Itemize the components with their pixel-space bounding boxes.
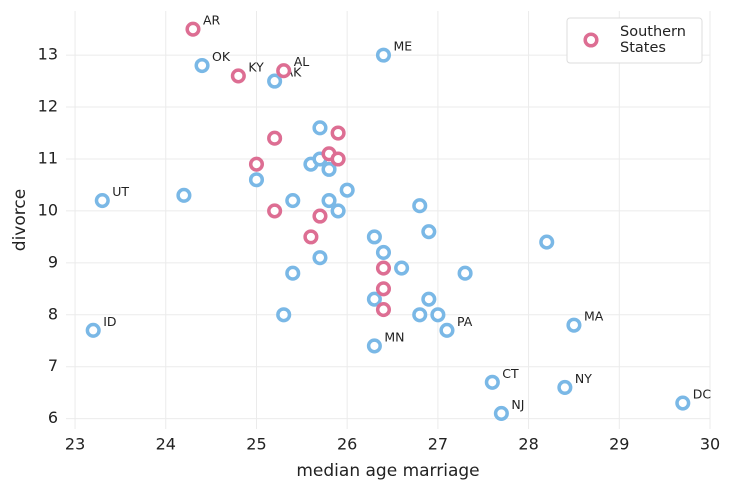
point	[321, 161, 337, 177]
point	[366, 338, 382, 354]
point	[421, 224, 437, 240]
legend: Southern States	[566, 17, 703, 64]
point-label: UT	[112, 184, 129, 199]
point	[457, 265, 473, 281]
x-tick-label: 23	[65, 435, 85, 454]
point	[276, 307, 292, 323]
point	[375, 281, 392, 297]
point	[94, 192, 110, 209]
point	[557, 379, 573, 396]
legend-label: Southern States	[620, 24, 686, 56]
point-label: NY	[575, 371, 592, 386]
point-label: AR	[203, 13, 221, 28]
y-tick-label: 8	[48, 304, 58, 323]
point	[375, 244, 392, 261]
point	[375, 47, 392, 63]
x-tick-label: 28	[518, 435, 538, 454]
point	[321, 192, 337, 209]
point-label: MA	[584, 309, 604, 324]
point	[330, 151, 346, 167]
point	[493, 405, 509, 421]
legend-marker	[583, 32, 599, 48]
point	[566, 317, 582, 333]
x-tick-label: 25	[246, 435, 266, 454]
point	[539, 234, 555, 250]
point-label: MN	[384, 329, 404, 344]
point	[285, 192, 301, 209]
point	[330, 125, 346, 141]
point	[176, 187, 192, 203]
point	[394, 260, 410, 276]
point	[267, 73, 283, 89]
y-tick-label: 13	[38, 45, 58, 64]
point	[412, 307, 428, 323]
x-tick-label: 27	[428, 435, 448, 454]
point	[248, 172, 265, 188]
x-tick-label: 30	[700, 435, 720, 454]
x-tick-label: 29	[609, 435, 629, 454]
point	[276, 63, 292, 79]
point-label: PA	[457, 314, 473, 329]
point	[675, 395, 691, 411]
point	[375, 260, 392, 276]
point	[85, 322, 101, 338]
point-label: ME	[393, 39, 412, 54]
point	[230, 68, 246, 84]
point	[312, 120, 328, 136]
point-label: KY	[248, 59, 264, 74]
point-label: NJ	[511, 397, 524, 412]
point	[303, 229, 319, 245]
point	[248, 156, 265, 172]
point	[366, 291, 382, 307]
y-tick-label: 10	[38, 200, 58, 219]
y-tick-label: 12	[38, 97, 58, 116]
point	[339, 182, 355, 198]
y-tick-label: 11	[38, 148, 58, 167]
y-tick-label: 9	[48, 252, 58, 271]
point	[421, 291, 437, 307]
point	[330, 203, 346, 219]
point	[366, 229, 382, 245]
point	[194, 57, 210, 74]
point-label: CT	[502, 366, 519, 381]
point	[267, 203, 283, 219]
point	[285, 265, 301, 281]
point	[267, 130, 283, 146]
legend-box	[566, 17, 703, 64]
x-tick-label: 24	[156, 435, 176, 454]
point	[312, 208, 328, 224]
point	[412, 198, 428, 214]
point	[375, 302, 392, 318]
point	[439, 322, 455, 338]
point-label: AL	[294, 54, 310, 69]
point	[484, 374, 500, 390]
x-tick-label: 26	[337, 435, 357, 454]
point	[312, 250, 328, 266]
point-label: ID	[103, 314, 116, 329]
point	[430, 307, 446, 323]
y-axis-label: divorce	[10, 189, 30, 251]
y-tick-label: 6	[48, 408, 58, 427]
y-tick-label: 7	[48, 356, 58, 375]
point-label: OK	[212, 49, 231, 64]
point	[185, 21, 201, 37]
point-label: DC	[693, 387, 712, 402]
x-axis-label: median age marriage	[296, 461, 479, 481]
